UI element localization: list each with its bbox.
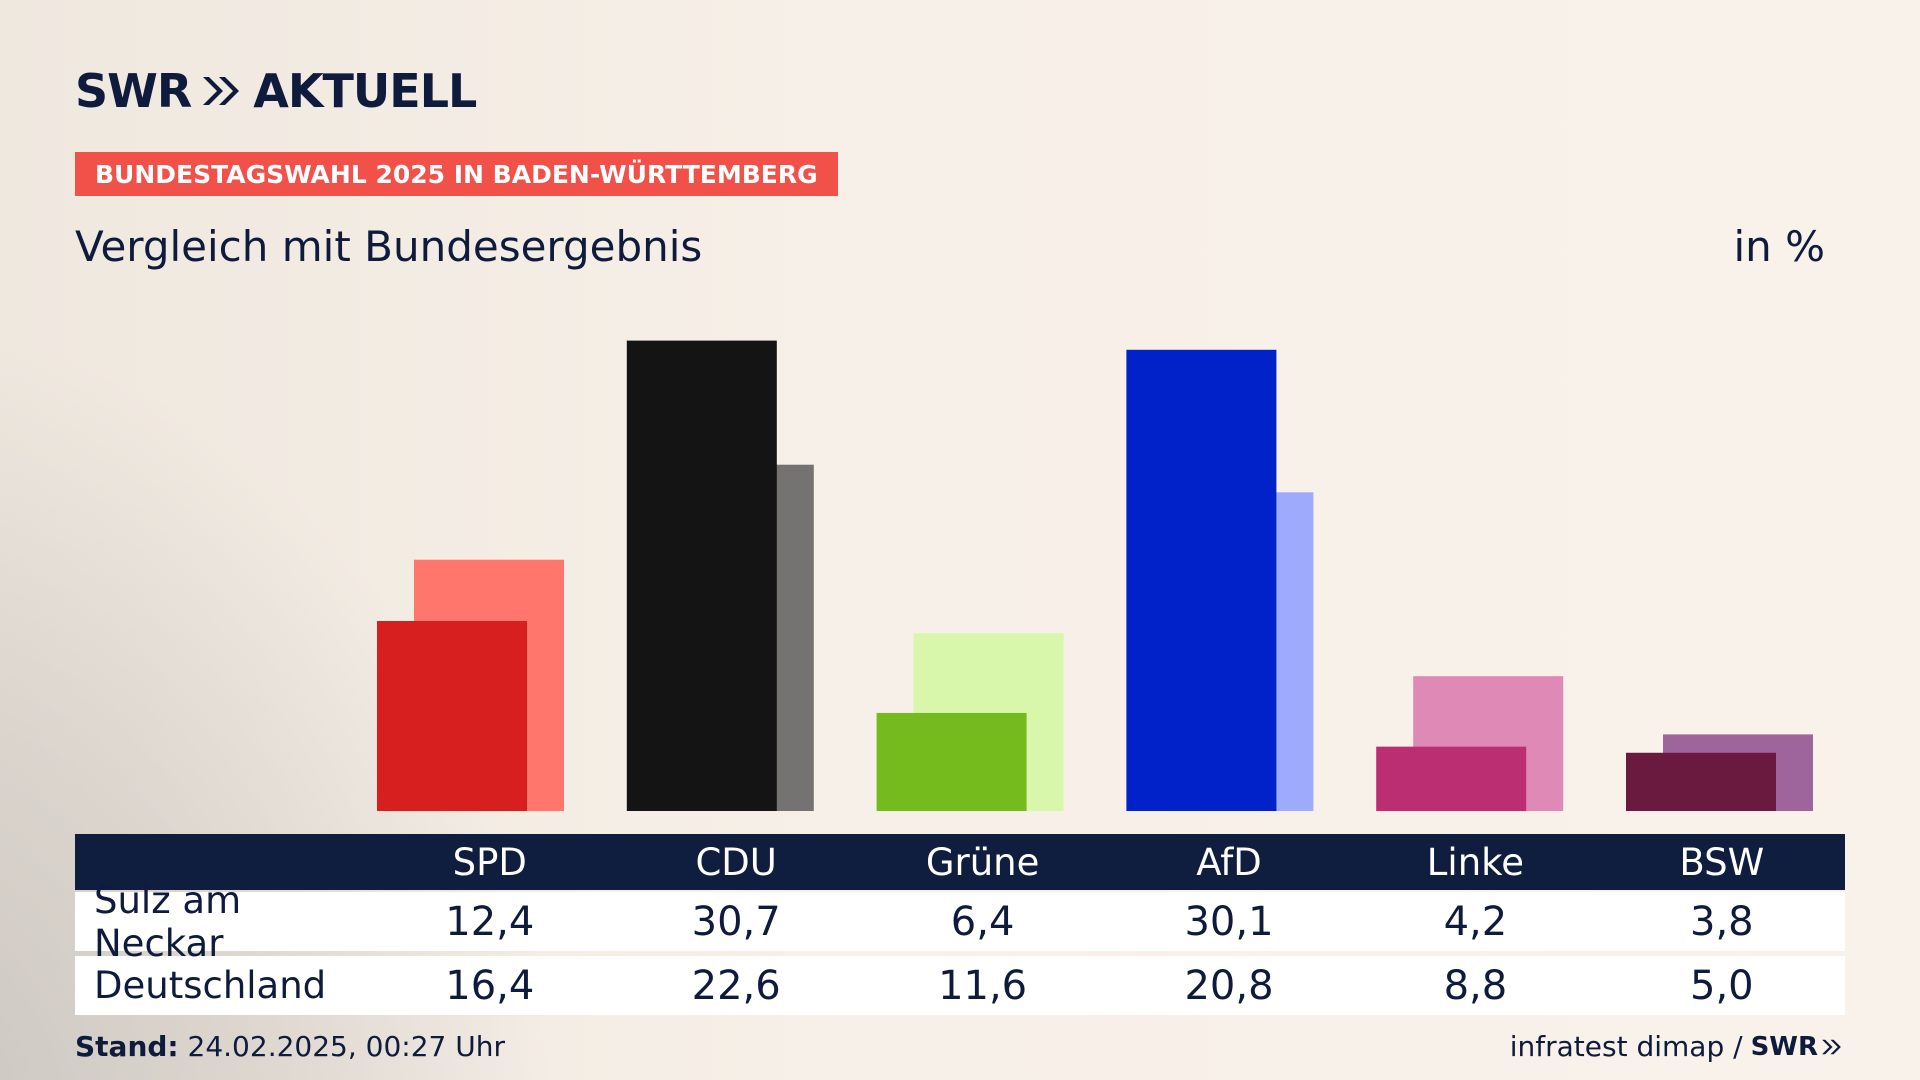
double-chevron-icon <box>1822 1039 1841 1054</box>
unit-label: in % <box>1733 222 1825 271</box>
table-header: SPD CDU Grüne AfD Linke BSW <box>75 834 1845 890</box>
table-cell: 20,8 <box>1184 962 1274 1009</box>
chart-title: Vergleich mit Bundesergebnis <box>75 222 703 271</box>
table-cell: 4,2 <box>1443 898 1508 945</box>
stand-value: 24.02.2025, 00:27 Uhr <box>187 1030 505 1063</box>
row-label: Sulz am Neckar <box>94 878 242 965</box>
table-cell: 3,8 <box>1690 898 1754 945</box>
table-cell: 12,4 <box>445 898 535 945</box>
table-row: Deutschland 16,4 22,6 11,6 20,8 8,8 5,0 <box>75 956 1845 1015</box>
bar-cdu-local <box>626 340 777 811</box>
column-header: AfD <box>1196 840 1262 884</box>
swr-small-logo: SWR <box>1751 1032 1844 1062</box>
brand-suffix: AKTUELL <box>253 64 477 118</box>
table-cell: 16,4 <box>445 962 535 1009</box>
bar-afd-local <box>1126 349 1277 811</box>
table-cell: 30,1 <box>1184 898 1274 945</box>
table-cell: 8,8 <box>1443 962 1508 1009</box>
timestamp: Stand: 24.02.2025, 00:27 Uhr <box>75 1030 505 1063</box>
small-brand-text: SWR <box>1750 1031 1818 1062</box>
table-row: Sulz am Neckar 12,4 30,7 6,4 30,1 4,2 3,… <box>75 879 1845 965</box>
bar-chart <box>377 340 1813 811</box>
table-cell: 30,7 <box>691 898 781 945</box>
source-text: infratest dimap / <box>1509 1030 1743 1063</box>
table-cell: 11,6 <box>938 962 1028 1009</box>
bar-bsw-local <box>1626 752 1776 811</box>
swr-aktuell-logo: SWR AKTUELL <box>75 64 477 118</box>
election-banner: BUNDESTAGSWAHL 2025 IN BADEN-WÜRTTEMBERG <box>75 152 838 196</box>
brand-text: SWR <box>75 64 192 118</box>
results-table: SPD CDU Grüne AfD Linke BSW Sulz am Neck… <box>75 834 1845 1015</box>
bar-linke-local <box>1376 746 1527 811</box>
table-cell: 22,6 <box>691 962 781 1009</box>
column-header: Grüne <box>925 840 1040 884</box>
source-credit: infratest dimap / SWR <box>1510 1030 1844 1063</box>
table-cell: 5,0 <box>1690 962 1754 1009</box>
table-cell: 6,4 <box>950 898 1015 945</box>
bar-spd-local <box>377 621 527 811</box>
column-header: CDU <box>695 840 777 884</box>
row-label: Deutschland <box>94 964 327 1007</box>
bar-grüne-local <box>876 712 1027 811</box>
column-header: SPD <box>452 840 527 884</box>
column-header: Linke <box>1426 840 1525 884</box>
double-chevron-icon <box>203 77 240 105</box>
column-header: BSW <box>1679 840 1765 884</box>
stand-label: Stand: <box>75 1030 179 1063</box>
